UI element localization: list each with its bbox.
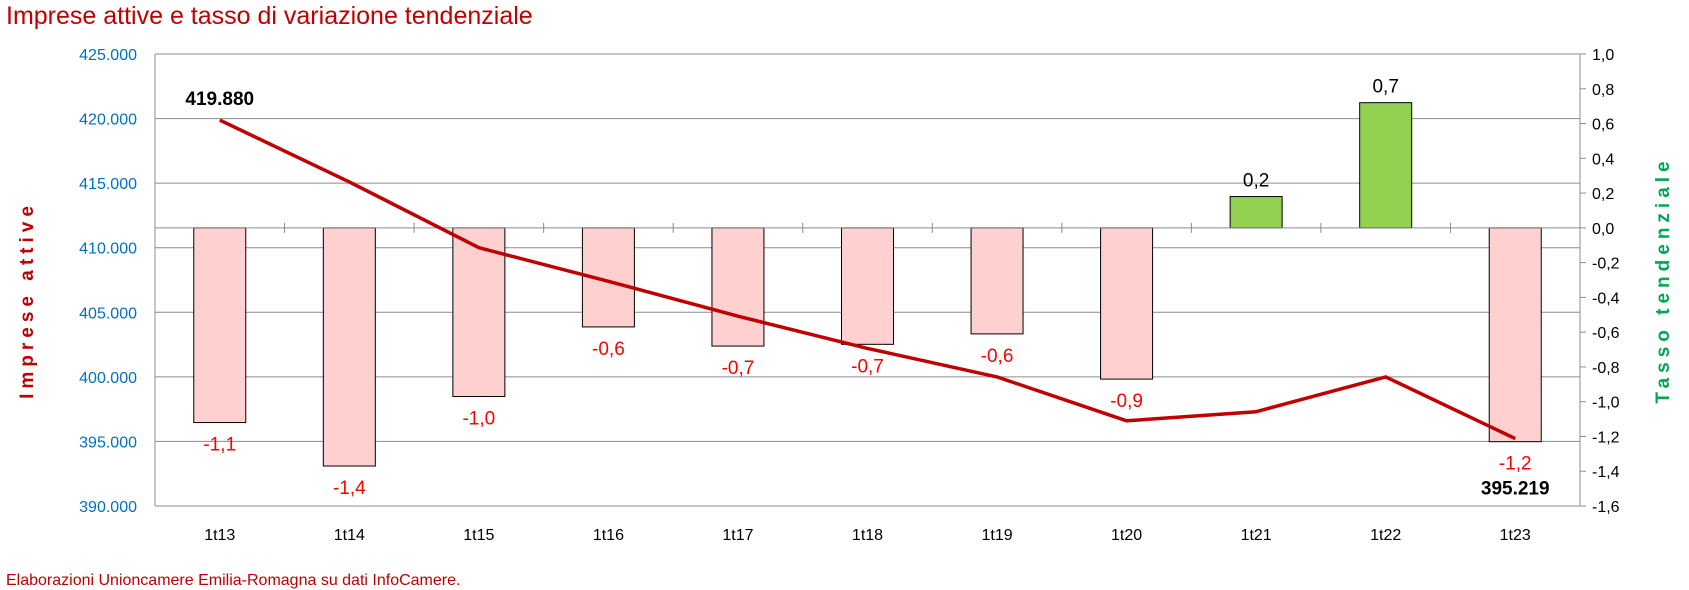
left-tick-label: 410.000 <box>79 241 137 258</box>
left-tick-label: 390.000 <box>79 499 137 516</box>
left-tick-label: 420.000 <box>79 112 137 129</box>
left-tick-label: 400.000 <box>79 370 137 387</box>
right-tick-label: -0,8 <box>1592 360 1620 377</box>
x-tick-label: 1t18 <box>852 527 883 544</box>
bar <box>193 227 247 424</box>
right-tick-label: -1,2 <box>1592 429 1620 446</box>
x-tick-label: 1t21 <box>1241 527 1272 544</box>
x-tick-label: 1t23 <box>1500 527 1531 544</box>
right-tick-label: -1,4 <box>1592 464 1620 481</box>
x-tick-label: 1t19 <box>981 527 1012 544</box>
bar-data-label: -0,6 <box>592 339 625 360</box>
x-tick-label: 1t15 <box>463 527 494 544</box>
right-tick-label: 0,0 <box>1592 221 1614 238</box>
bar <box>1359 102 1413 229</box>
left-tick-label: 395.000 <box>79 434 137 451</box>
right-tick-label: -0,2 <box>1592 256 1620 273</box>
right-tick-label: 0,2 <box>1592 186 1614 203</box>
right-tick-label: -1,0 <box>1592 395 1620 412</box>
bar-data-label: -1,4 <box>333 478 366 499</box>
right-tick-label: -0,4 <box>1592 290 1620 307</box>
bar-data-label: -0,9 <box>1110 391 1143 412</box>
bar <box>841 227 894 345</box>
chart-title: Imprese attive e tasso di variazione ten… <box>6 2 533 30</box>
line-point-label: 419.880 <box>185 89 254 110</box>
bar <box>711 227 765 347</box>
left-tick-label: 405.000 <box>79 305 137 322</box>
x-tick-label: 1t20 <box>1111 527 1142 544</box>
bar <box>322 227 376 467</box>
right-tick-label: -0,6 <box>1592 325 1620 342</box>
right-tick-label: 1,0 <box>1592 47 1614 64</box>
line-point-label: 395.219 <box>1481 479 1550 500</box>
bar-data-label: 0,2 <box>1243 171 1269 192</box>
right-tick-label: 0,4 <box>1592 151 1614 168</box>
source-note: Elaborazioni Unioncamere Emilia-Romagna … <box>6 572 461 589</box>
bar-data-label: -1,0 <box>462 408 495 429</box>
right-tick-label: -1,6 <box>1592 499 1620 516</box>
right-tick-label: 0,6 <box>1592 117 1614 134</box>
bar-data-label: 0,7 <box>1372 77 1398 98</box>
bar <box>452 227 506 397</box>
x-tick-label: 1t14 <box>334 527 365 544</box>
bar-data-label: -0,7 <box>851 356 884 377</box>
bar <box>1100 227 1154 380</box>
x-tick-label: 1t17 <box>722 527 753 544</box>
bar <box>1488 227 1542 443</box>
x-tick-label: 1t16 <box>593 527 624 544</box>
right-tick-label: 0,8 <box>1592 82 1614 99</box>
bar <box>970 227 1024 335</box>
line-series <box>219 118 1516 441</box>
left-tick-label: 425.000 <box>79 47 137 64</box>
left-tick-label: 415.000 <box>79 176 137 193</box>
x-tick-label: 1t22 <box>1370 527 1401 544</box>
bar-data-label: -1,1 <box>203 435 236 456</box>
bar-data-label: -1,2 <box>1499 454 1532 475</box>
bar-data-label: -0,7 <box>722 358 755 379</box>
bar <box>1229 196 1283 229</box>
x-tick-label: 1t13 <box>204 527 235 544</box>
bar-data-label: -0,6 <box>981 346 1014 367</box>
